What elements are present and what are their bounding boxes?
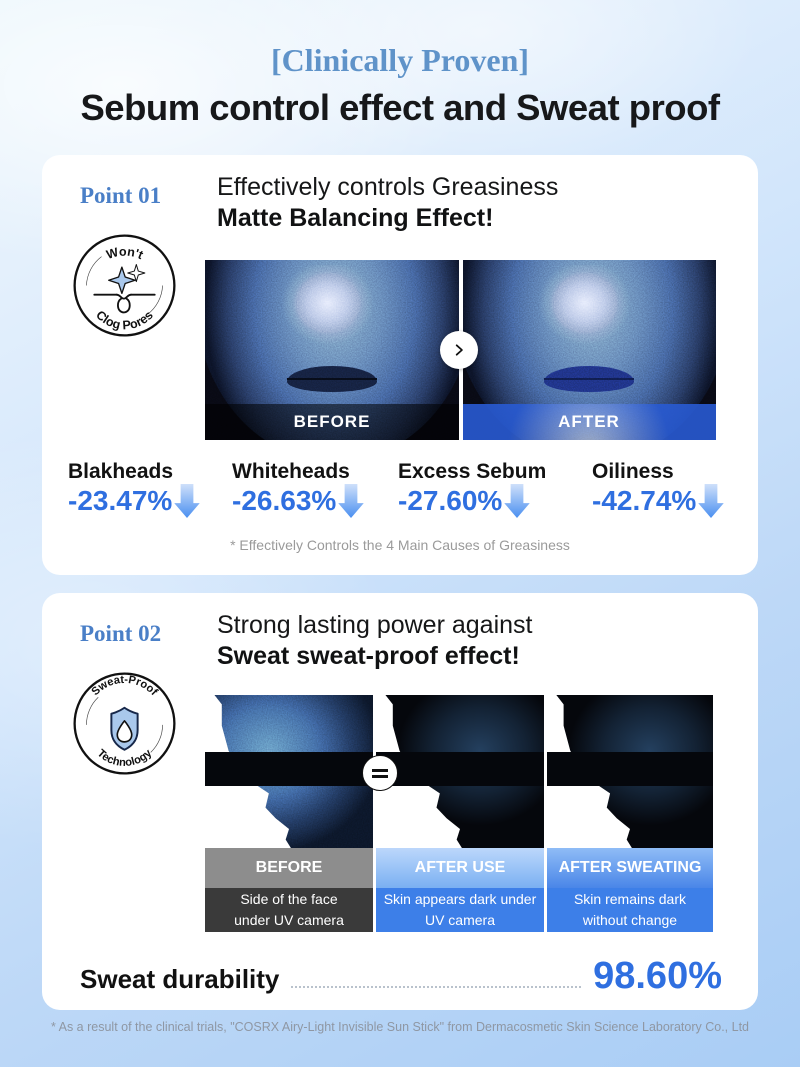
svg-text:Won't: Won't (105, 245, 145, 263)
svg-text:Sweat-Proof: Sweat-Proof (89, 674, 160, 698)
